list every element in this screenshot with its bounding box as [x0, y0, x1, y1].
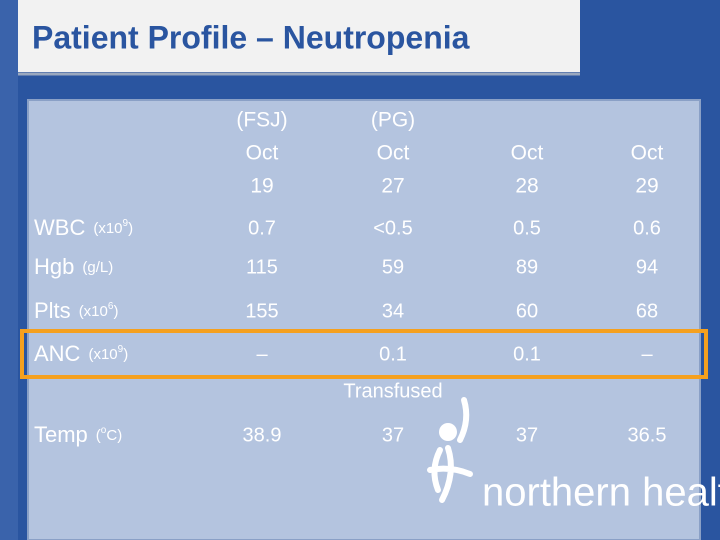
unit-text: (g/L) [82, 259, 113, 276]
highlight-box [20, 329, 708, 379]
column-header: 19 [250, 175, 273, 198]
column-header: (FSJ) [236, 109, 287, 132]
table-bg [27, 99, 701, 540]
cell: 155 [245, 300, 278, 322]
cell: 36.5 [628, 424, 667, 446]
cell: 0.1 [513, 343, 541, 365]
unit-superscript: 9 [118, 344, 124, 355]
cell: 89 [516, 256, 538, 278]
cell: 0.5 [513, 217, 541, 239]
logo-head [439, 423, 457, 441]
row-label-text: Temp [34, 422, 88, 447]
unit-text: ) [113, 303, 118, 320]
unit-text: (x10 [93, 220, 122, 237]
column-header: Oct [377, 142, 410, 165]
cell: 37 [516, 424, 538, 446]
cell: 34 [382, 300, 404, 322]
row-label: Plts (x106) [34, 298, 118, 323]
cell: – [256, 343, 268, 365]
unit-text: ( [96, 427, 101, 444]
row-label: WBC (x109) [34, 215, 133, 240]
logo-text: northern health [482, 471, 720, 515]
cell: <0.5 [373, 217, 412, 239]
unit-text: (x10 [79, 303, 108, 320]
unit-text: (x10 [88, 346, 117, 363]
cell: 37 [382, 424, 404, 446]
unit-text: C) [106, 427, 122, 444]
row-label-text: ANC [34, 341, 81, 366]
unit-text: ) [123, 346, 128, 363]
note: Transfused [343, 380, 442, 402]
cell: 94 [636, 256, 658, 278]
column-header: 27 [381, 175, 404, 198]
row-label-text: Plts [34, 298, 71, 323]
title-box [18, 0, 580, 72]
cell: 115 [246, 256, 278, 278]
column-header: Oct [631, 142, 664, 165]
unit-superscript: o [101, 425, 107, 436]
cell: 60 [516, 300, 538, 322]
row-label: Temp (oC) [34, 422, 122, 447]
row-label-text: WBC [34, 215, 85, 240]
unit-superscript: 9 [123, 218, 129, 229]
row-label: ANC (x109) [34, 341, 128, 366]
row-label: Hgb (g/L) [34, 254, 113, 279]
logo-figure [427, 397, 473, 503]
logo: northern health [427, 397, 720, 515]
column-header: Oct [511, 142, 544, 165]
cell: 0.1 [379, 343, 407, 365]
cell: – [641, 343, 653, 365]
side-strip [0, 0, 18, 540]
column-header: 28 [515, 175, 538, 198]
unit-superscript: 6 [108, 301, 114, 312]
cell: 59 [382, 256, 404, 278]
unit-text: ) [128, 220, 133, 237]
cell: 0.7 [248, 217, 276, 239]
cell: 0.6 [633, 217, 661, 239]
row-label-text: Hgb [34, 254, 74, 279]
column-header: Oct [246, 142, 279, 165]
column-header: (PG) [371, 109, 415, 132]
title: Patient Profile – Neutropenia [32, 19, 470, 55]
cell: 38.9 [243, 424, 282, 446]
column-header: 29 [635, 175, 658, 198]
cell: 68 [636, 300, 658, 322]
